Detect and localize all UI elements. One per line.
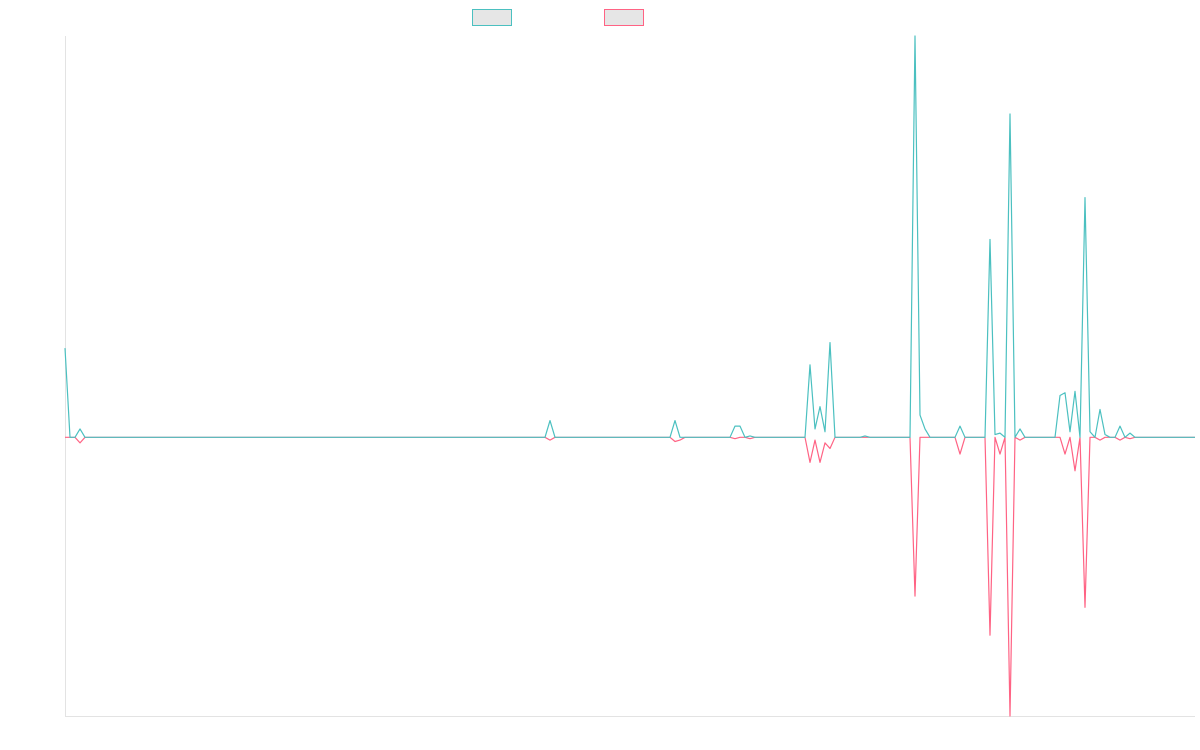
data-line bbox=[64, 35, 1195, 438]
legend-swatch[interactable] bbox=[472, 9, 512, 26]
legend-swatch[interactable] bbox=[604, 9, 644, 26]
data-line bbox=[65, 436, 1195, 717]
